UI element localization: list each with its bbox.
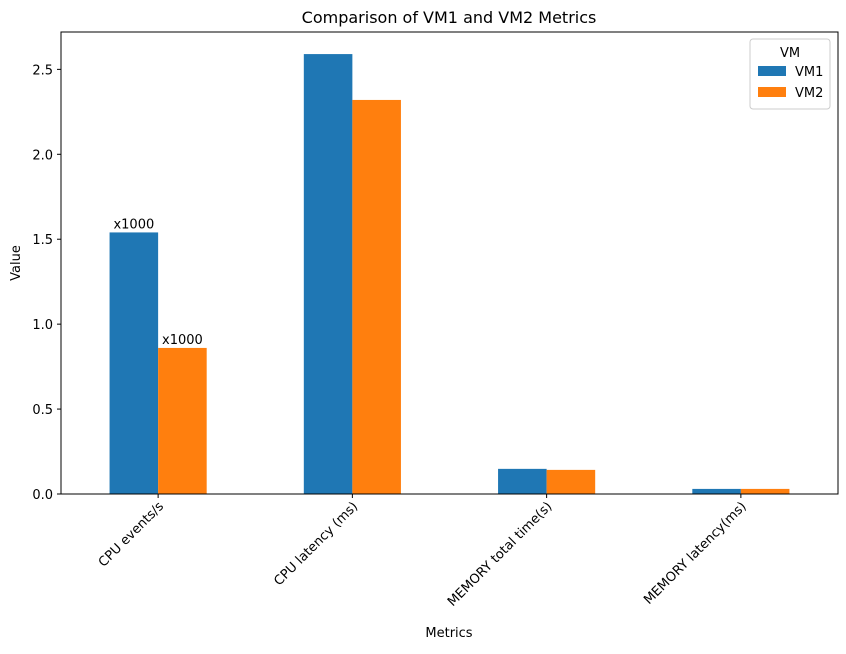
y-tick-label: 1.0 — [32, 318, 53, 333]
legend-title: VM — [780, 46, 800, 61]
bar-vm2-2 — [546, 469, 596, 494]
bar-vm2-1 — [352, 99, 401, 495]
x-tick-label: MEMORY total time(s) — [445, 499, 556, 610]
bar-vm2-3 — [740, 488, 790, 494]
legend-swatch-vm1 — [758, 66, 786, 76]
bar-vm2-0 — [158, 347, 207, 494]
bar-vm1-0 — [109, 232, 159, 495]
y-tick-label: 0.5 — [32, 403, 53, 418]
bar-vm1-2 — [498, 468, 547, 494]
plot-frame — [60, 31, 839, 495]
bars-layer — [109, 54, 790, 495]
bar-vm1-3 — [692, 488, 741, 494]
x-axis-label: Metrics — [425, 626, 472, 641]
y-axis: 0.0 0.5 1.0 1.5 2.0 2.5 — [32, 63, 61, 503]
y-axis-label: Value — [9, 245, 24, 281]
y-tick-label: 2.0 — [32, 148, 53, 163]
x-tick-label: CPU events/s — [96, 499, 167, 570]
bar-vm1-1 — [303, 54, 353, 495]
x-tick-label: CPU latency (ms) — [271, 499, 361, 589]
y-tick-label: 2.5 — [32, 63, 53, 78]
chart-title: Comparison of VM1 and VM2 Metrics — [302, 8, 597, 27]
legend-label-vm1: VM1 — [795, 65, 823, 80]
legend-label-vm2: VM2 — [795, 86, 823, 101]
x-axis: CPU events/s CPU latency (ms) MEMORY total… — [96, 494, 750, 610]
y-tick-label: 1.5 — [32, 233, 53, 248]
y-tick-label: 0.0 — [32, 488, 53, 503]
data-label-0: x1000 — [113, 217, 154, 232]
legend-swatch-vm2 — [758, 87, 786, 97]
legend[interactable]: VM VM1 VM2 — [749, 38, 831, 110]
annotations-layer: x1000 x1000 — [113, 217, 202, 348]
data-label-1: x1000 — [162, 333, 203, 348]
x-tick-label: MEMORY latency(ms) — [641, 499, 750, 608]
